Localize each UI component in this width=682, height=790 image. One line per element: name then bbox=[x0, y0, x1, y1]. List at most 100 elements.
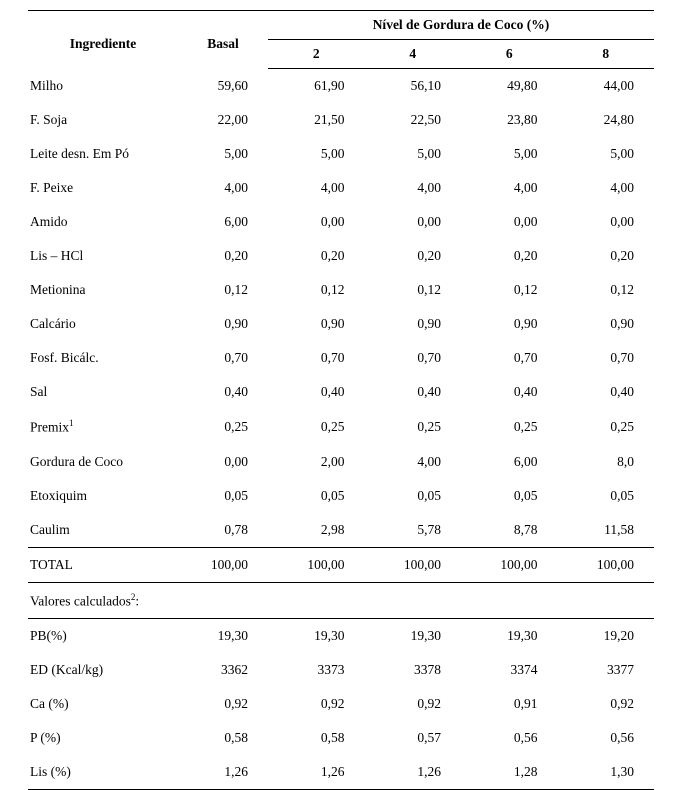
value-cell: 0,20 bbox=[461, 239, 558, 273]
value-cell: 0,05 bbox=[178, 479, 268, 513]
ingredient-cell: P (%) bbox=[28, 721, 178, 755]
value-cell: 0,90 bbox=[365, 307, 462, 341]
value-cell: 0,90 bbox=[268, 307, 365, 341]
value-cell: 0,56 bbox=[558, 721, 655, 755]
value-cell: 0,90 bbox=[461, 307, 558, 341]
ingredient-cell: Gordura de Coco bbox=[28, 445, 178, 479]
value-cell: 56,10 bbox=[365, 69, 462, 104]
value-cell: 0,25 bbox=[268, 409, 365, 445]
table-head: Ingrediente Basal Nível de Gordura de Co… bbox=[28, 11, 654, 69]
value-cell: 4,00 bbox=[558, 171, 655, 205]
value-cell: 1,26 bbox=[268, 755, 365, 790]
value-cell: 3378 bbox=[365, 653, 462, 687]
table-row: Premix10,250,250,250,250,25 bbox=[28, 409, 654, 445]
value-cell: 0,70 bbox=[461, 341, 558, 375]
value-cell: 0,00 bbox=[558, 205, 655, 239]
value-cell: 0,40 bbox=[268, 375, 365, 409]
value-cell: 0,40 bbox=[461, 375, 558, 409]
value-cell: 0,00 bbox=[178, 445, 268, 479]
ingredient-cell: Lis (%) bbox=[28, 755, 178, 790]
value-cell: 0,57 bbox=[365, 721, 462, 755]
value-cell: 6,00 bbox=[461, 445, 558, 479]
value-cell: 4,00 bbox=[178, 171, 268, 205]
ingredient-cell: Premix1 bbox=[28, 409, 178, 445]
col-group-fat-level: Nível de Gordura de Coco (%) bbox=[268, 11, 654, 40]
value-cell: 0,12 bbox=[461, 273, 558, 307]
value-cell: 0,20 bbox=[558, 239, 655, 273]
ingredient-cell: Calcário bbox=[28, 307, 178, 341]
value-cell: 5,00 bbox=[558, 137, 655, 171]
value-cell: 3377 bbox=[558, 653, 655, 687]
value-cell: 61,90 bbox=[268, 69, 365, 104]
table-row: Valores calculados2: bbox=[28, 582, 654, 619]
value-cell: 8,0 bbox=[558, 445, 655, 479]
value-cell: 3373 bbox=[268, 653, 365, 687]
ingredient-cell: Sal bbox=[28, 375, 178, 409]
value-cell: 0,40 bbox=[365, 375, 462, 409]
value-cell: 1,26 bbox=[365, 755, 462, 790]
table-row: Ca (%)0,920,920,920,910,92 bbox=[28, 687, 654, 721]
superscript: 1 bbox=[69, 418, 74, 428]
ingredient-cell: Milho bbox=[28, 69, 178, 104]
table-row: Sal0,400,400,400,400,40 bbox=[28, 375, 654, 409]
value-cell: 3362 bbox=[178, 653, 268, 687]
value-cell: 0,25 bbox=[461, 409, 558, 445]
value-cell: 0,05 bbox=[268, 479, 365, 513]
value-cell: 24,80 bbox=[558, 103, 655, 137]
value-cell: 0,58 bbox=[268, 721, 365, 755]
value-cell: 0,70 bbox=[268, 341, 365, 375]
table-row: PB(%)19,3019,3019,3019,3019,20 bbox=[28, 619, 654, 654]
value-cell: 8,78 bbox=[461, 513, 558, 548]
value-cell: 0,91 bbox=[461, 687, 558, 721]
value-cell: 6,00 bbox=[178, 205, 268, 239]
table-row: Gordura de Coco0,002,004,006,008,0 bbox=[28, 445, 654, 479]
value-cell: 11,58 bbox=[558, 513, 655, 548]
ingredient-cell: Metionina bbox=[28, 273, 178, 307]
value-cell: 19,20 bbox=[558, 619, 655, 654]
value-cell: 0,12 bbox=[178, 273, 268, 307]
value-cell: 0,70 bbox=[365, 341, 462, 375]
value-cell: 0,90 bbox=[178, 307, 268, 341]
table-row: TOTAL100,00100,00100,00100,00100,00 bbox=[28, 547, 654, 582]
composition-table: Ingrediente Basal Nível de Gordura de Co… bbox=[28, 10, 654, 790]
ingredient-cell: TOTAL bbox=[28, 547, 178, 582]
ingredient-cell: Amido bbox=[28, 205, 178, 239]
col-level-2: 2 bbox=[268, 40, 365, 69]
table-row: Metionina0,120,120,120,120,12 bbox=[28, 273, 654, 307]
value-cell: 0,05 bbox=[365, 479, 462, 513]
table-row: P (%)0,580,580,570,560,56 bbox=[28, 721, 654, 755]
value-cell: 5,00 bbox=[178, 137, 268, 171]
value-cell: 100,00 bbox=[558, 547, 655, 582]
value-cell: 19,30 bbox=[461, 619, 558, 654]
value-cell: 100,00 bbox=[178, 547, 268, 582]
value-cell: 0,25 bbox=[178, 409, 268, 445]
value-cell: 0,92 bbox=[365, 687, 462, 721]
table-row: Fosf. Bicálc.0,700,700,700,700,70 bbox=[28, 341, 654, 375]
ingredient-cell: Ca (%) bbox=[28, 687, 178, 721]
value-cell: 0,12 bbox=[268, 273, 365, 307]
value-cell: 4,00 bbox=[365, 445, 462, 479]
table-row: Milho59,6061,9056,1049,8044,00 bbox=[28, 69, 654, 104]
value-cell: 21,50 bbox=[268, 103, 365, 137]
ingredient-cell: Etoxiquim bbox=[28, 479, 178, 513]
value-cell: 4,00 bbox=[268, 171, 365, 205]
value-cell: 0,20 bbox=[178, 239, 268, 273]
ingredient-cell: Leite desn. Em Pó bbox=[28, 137, 178, 171]
ingredient-cell: ED (Kcal/kg) bbox=[28, 653, 178, 687]
value-cell: 2,98 bbox=[268, 513, 365, 548]
value-cell: 44,00 bbox=[558, 69, 655, 104]
ingredient-cell: PB(%) bbox=[28, 619, 178, 654]
value-cell: 1,28 bbox=[461, 755, 558, 790]
value-cell: 4,00 bbox=[365, 171, 462, 205]
value-cell: 0,05 bbox=[461, 479, 558, 513]
value-cell: 100,00 bbox=[365, 547, 462, 582]
value-cell: 5,00 bbox=[365, 137, 462, 171]
superscript: 2 bbox=[131, 592, 136, 602]
value-cell: 3374 bbox=[461, 653, 558, 687]
empty-cell bbox=[178, 582, 654, 619]
table-row: Caulim0,782,985,788,7811,58 bbox=[28, 513, 654, 548]
value-cell: 0,00 bbox=[461, 205, 558, 239]
value-cell: 22,00 bbox=[178, 103, 268, 137]
col-level-4: 4 bbox=[365, 40, 462, 69]
page: Ingrediente Basal Nível de Gordura de Co… bbox=[0, 0, 682, 748]
